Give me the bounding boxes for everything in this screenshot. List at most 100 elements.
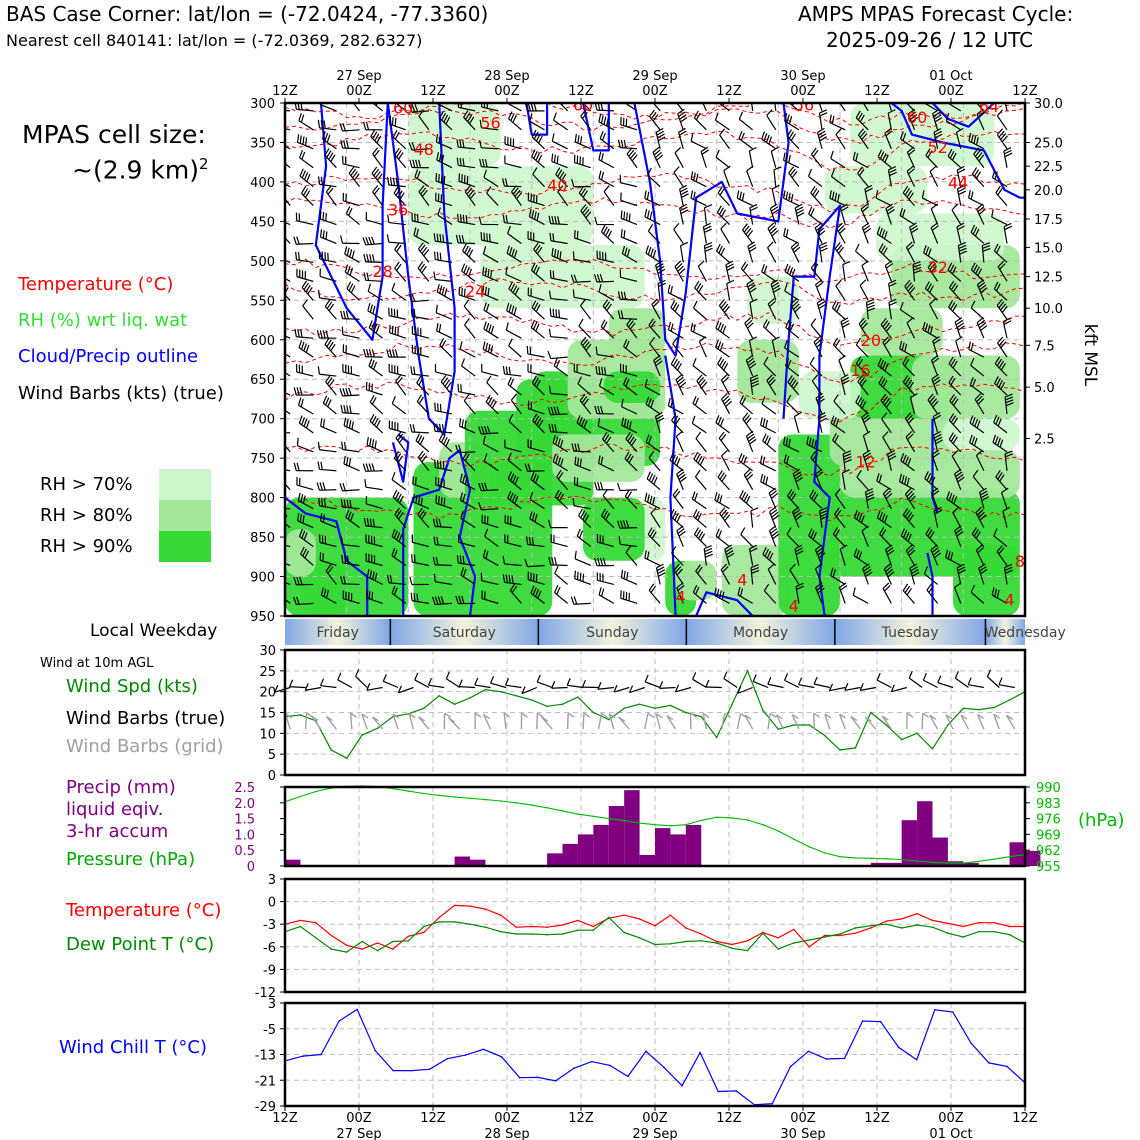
wind-barb <box>717 470 730 491</box>
wind-barb <box>455 595 476 605</box>
pressure-line-point <box>823 852 826 854</box>
wind-barb <box>554 489 569 510</box>
wind-barb <box>809 489 823 510</box>
wind-barb-grid <box>655 713 663 730</box>
wind-barb <box>409 159 429 169</box>
wind-barb <box>644 550 661 567</box>
wind-barb-grid <box>361 713 369 730</box>
wind-barb <box>703 204 713 225</box>
wind-barb <box>744 317 754 339</box>
legend-wind-barbs-grid: Wind Barbs (grid) <box>66 736 224 757</box>
pressure-line-point <box>638 822 641 824</box>
rh-region <box>850 103 995 167</box>
wind-barb <box>459 492 476 510</box>
contour-label: 56 <box>480 114 500 133</box>
wind-barb <box>298 150 314 169</box>
wind-barb <box>881 412 892 434</box>
wind-barb-true <box>521 686 538 695</box>
wind-barb <box>531 300 545 320</box>
wind-barb <box>619 269 638 282</box>
wind-barb <box>285 562 291 567</box>
wind-speed-line-point <box>453 703 456 705</box>
wind-barb <box>573 363 591 377</box>
wind-barb <box>673 563 684 585</box>
wind-barb <box>525 536 545 548</box>
wind-chill-line-point <box>591 1060 593 1063</box>
wind-barb-true <box>890 684 907 693</box>
wind-barb <box>365 553 383 567</box>
temperature-line-point <box>299 919 302 922</box>
wind-barb <box>551 247 568 263</box>
wind-barb <box>318 250 337 264</box>
wind-barb <box>547 406 568 416</box>
wind-chill-line-point <box>735 1090 738 1092</box>
wind-barb <box>594 216 614 226</box>
wind-barb <box>834 242 846 263</box>
wind-barb <box>970 224 985 244</box>
kft-tick-label: 2.5 <box>1034 432 1055 447</box>
precip-bar <box>639 854 655 866</box>
wind-barb <box>945 549 962 567</box>
dewpoint-line-point <box>685 940 687 943</box>
wind-barb <box>508 413 522 434</box>
wind-barb <box>1000 487 1009 509</box>
precip-bar <box>685 824 702 866</box>
wind-barb <box>690 171 707 188</box>
wind-barb <box>645 434 661 453</box>
rh-region <box>737 339 799 403</box>
precip-bar <box>1025 850 1041 866</box>
wind-barb <box>648 450 661 472</box>
wind-barb <box>366 568 383 585</box>
wind-barb <box>482 549 499 567</box>
wind-speed-line-point <box>931 747 934 750</box>
pressure-line-point <box>515 802 518 804</box>
wind-barb <box>340 310 360 320</box>
wind-barb <box>372 147 384 169</box>
forecast-cycle-title: AMPS MPAS Forecast Cycle: <box>798 2 1074 26</box>
contour-label: 4 <box>737 571 747 590</box>
wind-barb <box>832 337 846 358</box>
wind-barb <box>413 227 430 245</box>
wind-barb <box>720 222 731 244</box>
wind-barb <box>702 222 712 244</box>
dewpoint-line-point <box>623 931 625 934</box>
wind-barb <box>996 128 1008 150</box>
wind-barb <box>841 469 850 490</box>
wind-barb <box>434 459 453 472</box>
wind-barb <box>549 308 568 320</box>
wind-barb <box>811 374 823 396</box>
wind-barb <box>483 169 499 188</box>
wind-barb <box>530 262 545 282</box>
wind-barb-true <box>505 677 522 689</box>
wind-barb <box>478 502 499 511</box>
wind-barb <box>386 349 406 358</box>
wind-barb <box>644 378 661 396</box>
wind-barb <box>969 415 985 434</box>
precip-bar <box>655 828 671 866</box>
wind-barb <box>550 534 568 548</box>
wind-chill-line-point <box>717 1090 719 1093</box>
dewpoint-line-point <box>407 939 410 942</box>
wind-barb <box>344 264 360 282</box>
wind-barb <box>602 488 615 510</box>
wind-barb-grid <box>1006 714 1016 730</box>
wind-barb-true <box>828 683 846 692</box>
wind-barb <box>864 488 875 509</box>
wind-barb <box>341 326 360 339</box>
wind-barb <box>842 450 852 471</box>
wind-barb <box>782 190 800 207</box>
date-label-bottom: 28 Sep <box>484 1127 529 1140</box>
wind-barb <box>862 430 871 453</box>
temperature-line-point <box>823 934 826 937</box>
wind-barb <box>507 225 522 244</box>
wind-barb <box>620 192 638 207</box>
time-tick-label-bottom: 12Z <box>1012 1111 1038 1126</box>
dewpoint-line-point <box>1008 933 1011 936</box>
wind-barb <box>368 358 383 377</box>
wind-barb <box>365 211 383 226</box>
wind-barb <box>926 583 939 604</box>
wind-chill-line-point <box>1006 1065 1008 1068</box>
wind-barb <box>339 235 360 245</box>
wind-barb <box>479 139 499 150</box>
wind-barb <box>553 112 568 131</box>
